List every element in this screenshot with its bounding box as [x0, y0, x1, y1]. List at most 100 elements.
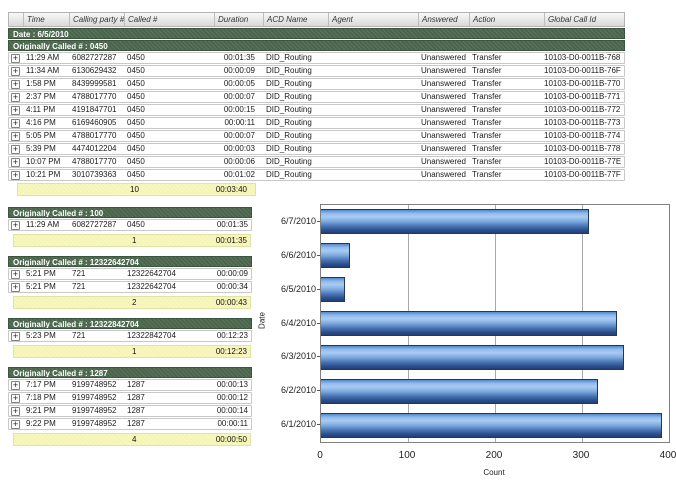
cell-time: 10:07 PM [26, 157, 61, 166]
cell-time: 11:29 AM [26, 53, 60, 62]
cell-action: Transfer [472, 144, 502, 153]
cell-duration: 00:00:07 [223, 92, 255, 101]
cell-calling-party: 6169460905 [72, 118, 117, 127]
called-group-section: Originally Called # : 100 +11:29 AM 608272… [8, 207, 252, 247]
expand-icon[interactable]: + [11, 393, 20, 403]
cell-calling-party: 6082727287 [72, 53, 117, 62]
cell-time: 10:21 PM [26, 170, 61, 179]
calls-per-day-chart: Date 6/7/2010 6/6/2010 6/5/2010 6/4/2010 6/3… [250, 198, 676, 485]
cell-agent [328, 144, 418, 154]
cell-calling-party: 9199748952 [72, 393, 117, 402]
cell-called: 0450 [127, 92, 145, 101]
cell-time: 5:21 PM [26, 269, 56, 278]
cell-action: Transfer [472, 79, 502, 88]
summary-call-count: 4 [132, 435, 137, 444]
expand-icon[interactable]: + [11, 269, 20, 279]
summary-total-duration: 00:03:40 [215, 185, 247, 194]
cell-duration: 00:00:14 [216, 406, 248, 415]
cell-duration: 00:00:34 [216, 282, 248, 291]
cell-global-call-id: 10103-D0-0011B-774 [544, 131, 621, 140]
cell-calling-party: 4474012204 [72, 144, 117, 153]
expand-icon[interactable]: + [11, 79, 20, 89]
cell-time: 5:39 PM [26, 144, 56, 153]
cell-duration: 00:00:11 [224, 118, 255, 127]
expand-cell: + [9, 380, 23, 390]
expand-cell: + [9, 269, 23, 279]
expand-cell: + [9, 419, 23, 429]
summary-total-duration: 00:12:23 [215, 347, 247, 356]
cell-calling-party: 4788017770 [72, 157, 117, 166]
cell-global-call-id: 10103-D0-0011B-773 [544, 118, 621, 127]
cell-answered: Unanswered [421, 66, 466, 75]
chart-x-tick-label: 0 [317, 450, 323, 461]
call-row: +1:58 PM 8439999581 0450 00:00:05 DID_Routin… [8, 78, 625, 90]
call-row: +10:07 PM 4788017770 0450 00:00:06 DID_Routi… [8, 156, 625, 168]
cell-agent [328, 53, 418, 63]
cell-action: Transfer [472, 105, 502, 114]
cell-global-call-id: 10103-D0-0011B-778 [544, 144, 621, 153]
cell-called: 12322642704 [127, 269, 176, 278]
cell-action: Transfer [472, 53, 502, 62]
group-summary-row: 4 00:00:50 [13, 433, 251, 446]
cell-global-call-id: 10103-D0-0011B-77E [544, 157, 622, 166]
call-row: +10:21 PM 3010739363 0450 00:01:02 DID_Routi… [8, 169, 625, 181]
expand-icon[interactable]: + [11, 66, 20, 76]
cell-called: 0450 [127, 220, 145, 229]
expand-cell: + [9, 66, 23, 76]
expand-icon[interactable]: + [11, 419, 20, 429]
chart-y-tick-mark [317, 390, 321, 392]
cell-calling-party: 6130629432 [72, 66, 117, 75]
cell-calling-party: 9199748952 [72, 406, 117, 415]
cell-calling-party: 721 [72, 331, 86, 340]
cell-time: 5:05 PM [26, 131, 56, 140]
summary-call-count: 1 [132, 347, 137, 356]
summary-total-duration: 00:00:50 [215, 435, 247, 444]
chart-x-tick-label: 300 [572, 450, 590, 461]
cell-answered: Unanswered [421, 170, 466, 179]
cell-time: 9:22 PM [26, 419, 56, 428]
expand-icon[interactable]: + [11, 282, 20, 292]
expand-icon[interactable]: + [11, 118, 20, 128]
expand-icon[interactable]: + [11, 331, 20, 341]
called-group-section: Originally Called # : 1287 +7:17 PM 919974… [8, 367, 252, 446]
cell-calling-party: 721 [72, 269, 86, 278]
cell-duration: 00:12:23 [216, 331, 248, 340]
chart-y-tick-label: 6/5/2010 [280, 283, 316, 294]
cell-action: Transfer [472, 66, 502, 75]
expand-icon[interactable]: + [11, 220, 20, 230]
group-summary-row: 10 00:03:40 [17, 183, 256, 196]
cell-called: 0450 [127, 105, 145, 114]
chart-x-tick-label: 100 [398, 450, 416, 461]
expand-icon[interactable]: + [11, 406, 20, 416]
column-header-expand [9, 13, 23, 26]
cell-global-call-id: 10103-D0-0011B-770 [544, 79, 621, 88]
expand-icon[interactable]: + [11, 144, 20, 154]
called-group-header: Originally Called # : 1287 [8, 367, 252, 378]
expand-icon[interactable]: + [11, 170, 20, 180]
expand-icon[interactable]: + [11, 157, 20, 167]
chart-bar [321, 412, 663, 438]
cell-action: Transfer [472, 157, 502, 166]
expand-icon[interactable]: + [11, 105, 20, 115]
cell-answered: Unanswered [421, 118, 466, 127]
cell-time: 2:37 PM [26, 92, 56, 101]
cell-answered: Unanswered [421, 157, 466, 166]
group-summary-row: 1 00:01:35 [13, 234, 251, 247]
call-row: +2:37 PM 4788017770 0450 00:00:07 DID_Routin… [8, 91, 625, 103]
column-header-acd-name: ACD Name [263, 13, 328, 26]
expand-cell: + [9, 406, 23, 416]
expand-icon[interactable]: + [11, 53, 20, 63]
cell-duration: 00:00:03 [223, 144, 255, 153]
call-row: +5:21 PM 721 12322642704 00:00:09 [8, 268, 252, 280]
expand-icon[interactable]: + [11, 92, 20, 102]
expand-icon[interactable]: + [11, 380, 20, 390]
cell-time: 9:21 PM [26, 406, 56, 415]
cell-answered: Unanswered [421, 92, 466, 101]
expand-cell: + [9, 157, 23, 167]
cell-agent [328, 157, 418, 167]
date-group-header: Date : 6/5/2010 [8, 28, 625, 39]
call-row: +11:29 AM 6082727287 0450 00:01:35 [8, 219, 252, 231]
expand-cell: + [9, 170, 23, 180]
expand-icon[interactable]: + [11, 131, 20, 141]
cell-called: 0450 [127, 157, 145, 166]
